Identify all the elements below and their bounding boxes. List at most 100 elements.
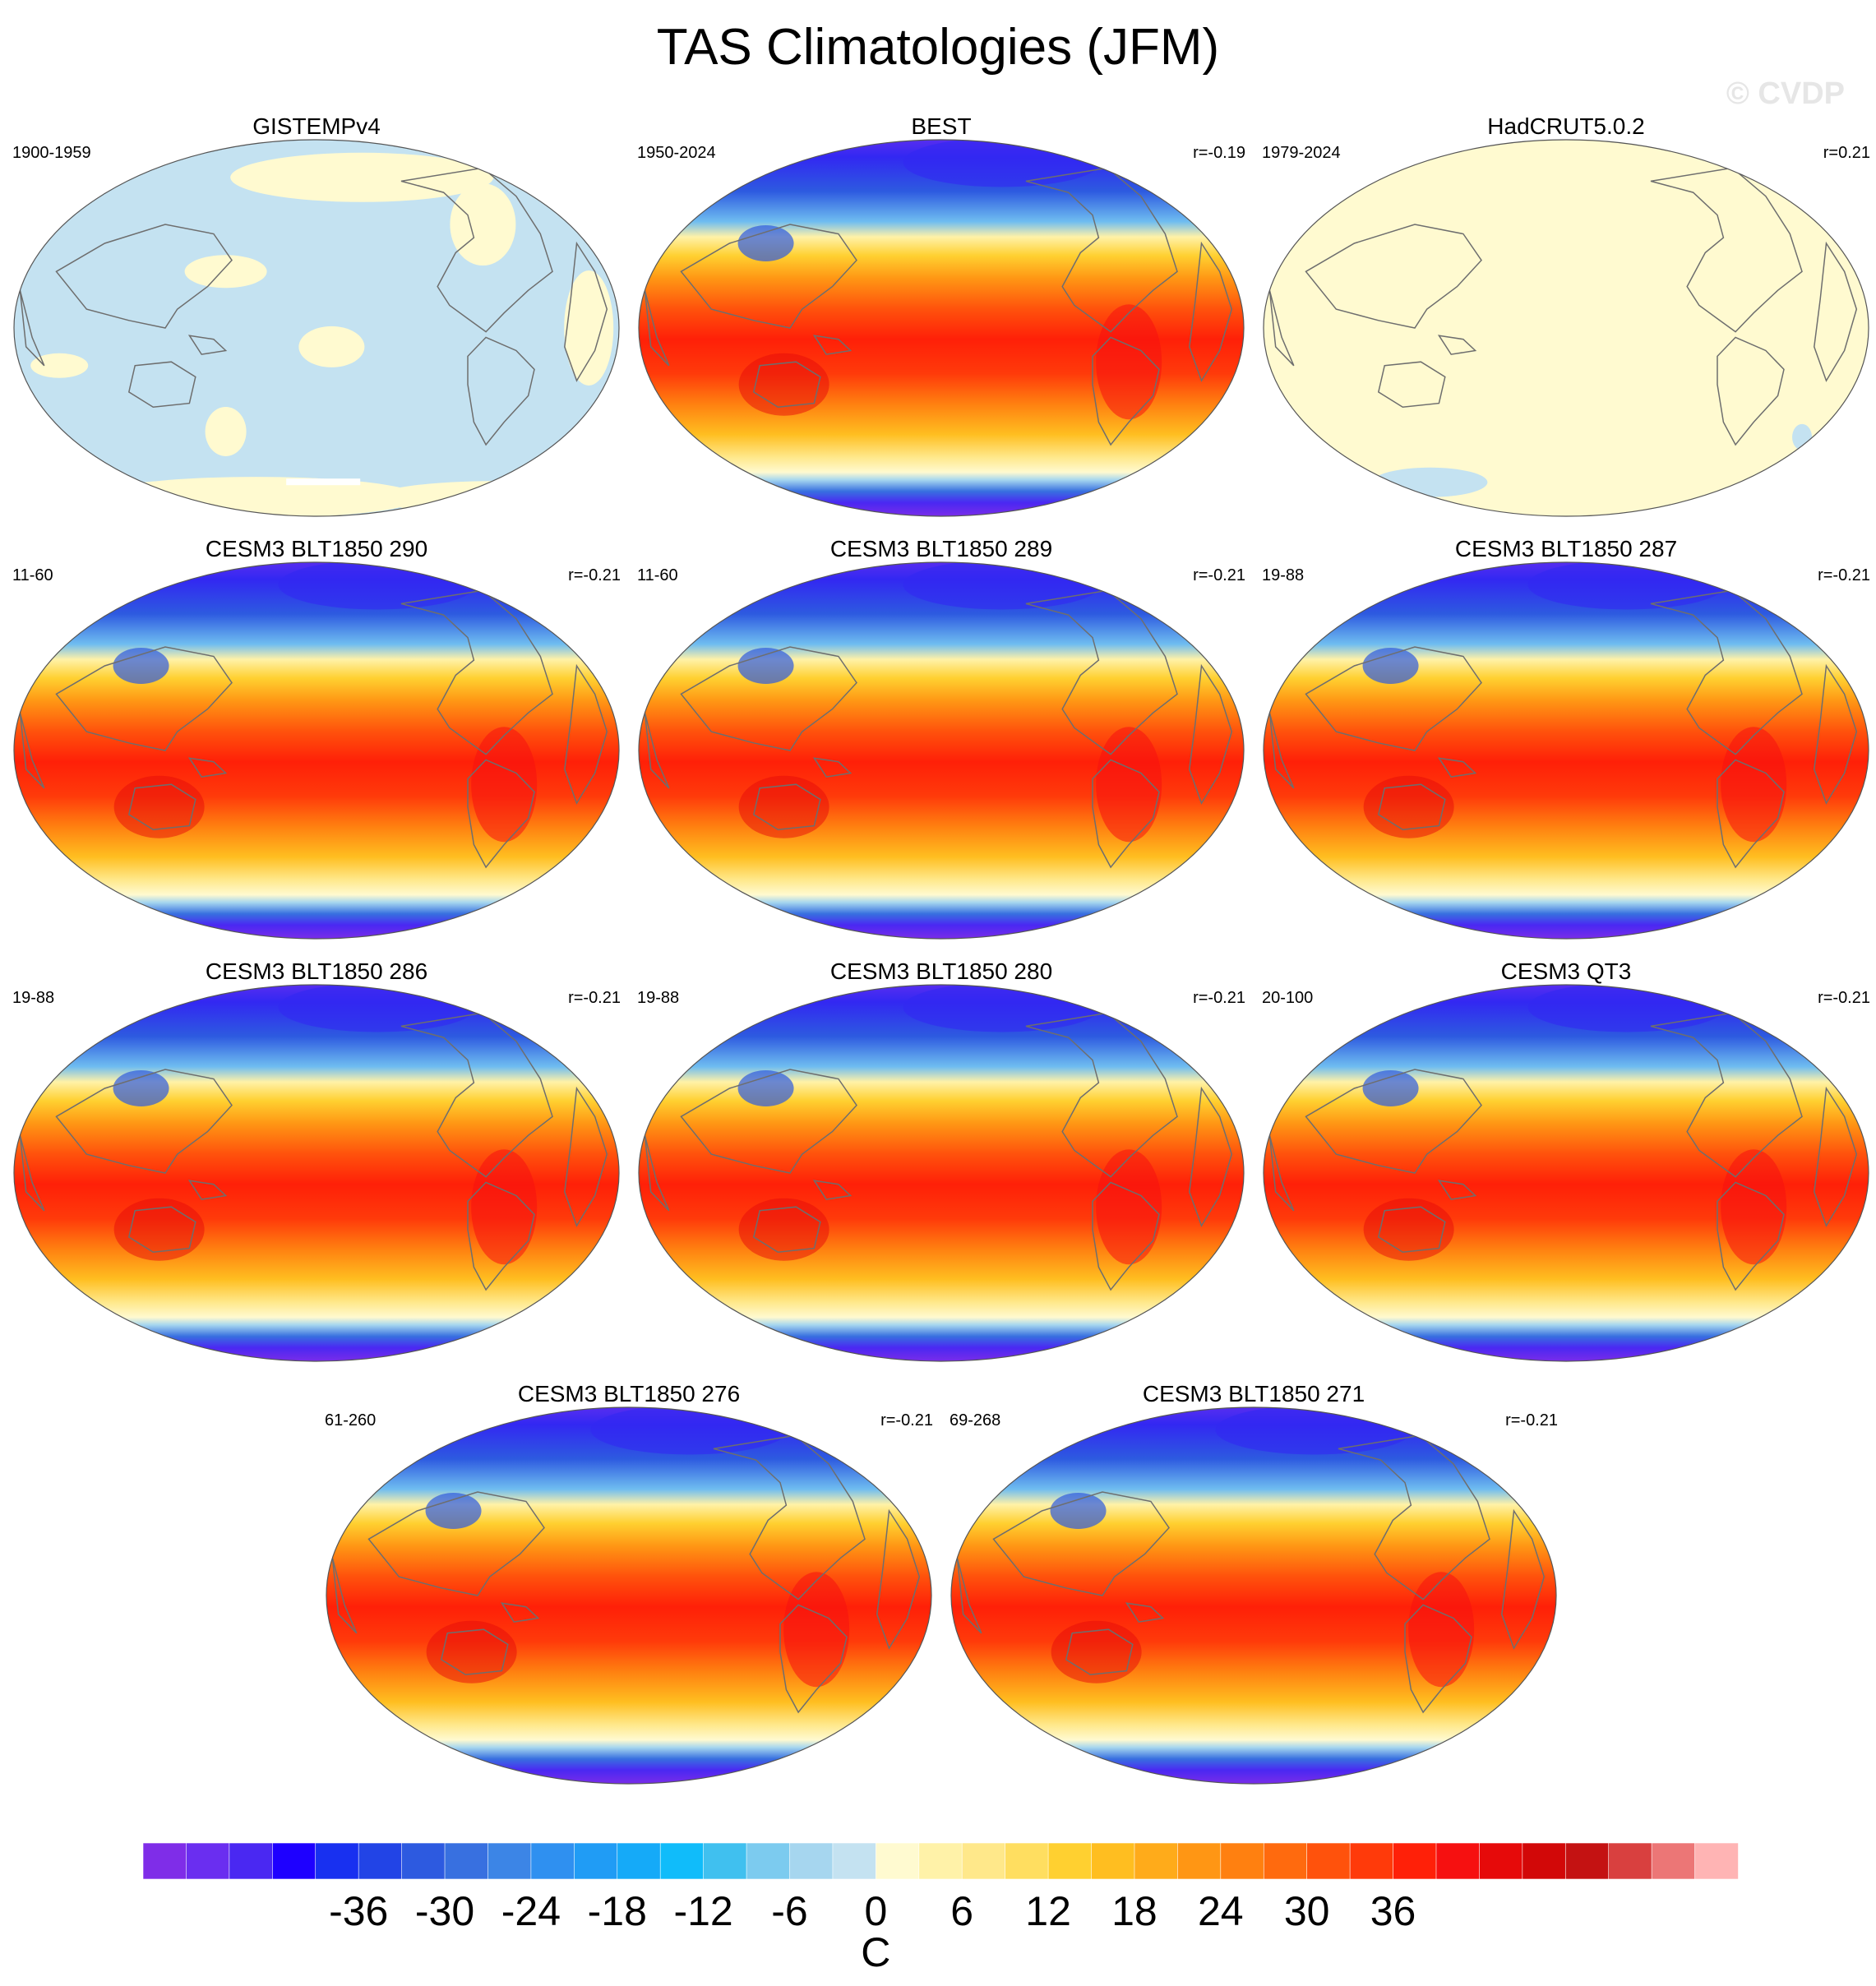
panel-correlation-label: r=-0.21	[1505, 1411, 1558, 1429]
colorbar-swatch	[530, 1842, 575, 1880]
colorbar-swatch	[789, 1842, 834, 1880]
cold-region	[1527, 562, 1726, 610]
colorbar-swatch	[961, 1842, 1006, 1880]
colorbar-swatch	[358, 1842, 403, 1880]
coastline	[1025, 589, 1178, 755]
cold-region	[590, 1407, 788, 1455]
map-panel: CESM3 BLT1850 276 61-260 r=-0.21	[325, 1381, 933, 1785]
warm-anomaly-region	[471, 1149, 538, 1265]
map-panel: CESM3 BLT1850 280 19-88 r=-0.21	[637, 958, 1245, 1363]
coastline	[187, 1180, 228, 1200]
cold-region	[737, 647, 794, 684]
coastline	[876, 1508, 921, 1650]
map-field	[14, 985, 619, 1361]
coastline	[440, 1628, 509, 1675]
colorbar-swatch	[142, 1842, 187, 1880]
panel-correlation-label: r=-0.21	[1193, 989, 1245, 1007]
coastline	[680, 224, 857, 329]
map-border	[326, 1406, 932, 1785]
coastline	[1305, 646, 1482, 751]
coastline	[1650, 1012, 1803, 1178]
map-svg	[1263, 561, 1869, 940]
coastline	[400, 589, 553, 755]
colorbar-swatch	[1177, 1842, 1222, 1880]
coastline	[1065, 1628, 1134, 1675]
map-field	[639, 985, 1244, 1361]
colorbar-tick-label: 6	[950, 1888, 973, 1934]
coastline	[19, 713, 45, 789]
panel-title: GISTEMPv4	[252, 113, 381, 139]
coastline	[1377, 783, 1446, 830]
panel-correlation-label: r=-0.21	[1818, 566, 1870, 584]
warm-anomaly-region	[783, 1572, 850, 1688]
warm-anomaly-region	[374, 481, 619, 515]
temperature-field	[14, 140, 619, 516]
map-field	[639, 140, 1244, 516]
colorbar-swatch	[876, 1842, 920, 1880]
coastline	[1437, 757, 1477, 778]
colorbar-swatch	[1651, 1842, 1696, 1880]
colorbar-tick-label: 18	[1111, 1888, 1157, 1934]
map-border	[1263, 561, 1869, 940]
colorbar-swatch	[617, 1842, 661, 1880]
map-svg	[1263, 139, 1869, 517]
colorbar-swatch	[1522, 1842, 1567, 1880]
coastline	[331, 1558, 358, 1634]
map-border	[13, 984, 620, 1362]
coastline	[1814, 1086, 1858, 1227]
map-border	[950, 1406, 1557, 1785]
coastline	[1025, 167, 1178, 333]
colorbar-tick-label: 36	[1370, 1888, 1416, 1934]
colorbar-swatch	[444, 1842, 489, 1880]
coastline	[812, 335, 853, 355]
coastline	[19, 290, 45, 367]
colorbar-swatch	[1005, 1842, 1049, 1880]
panel-title: CESM3 BLT1850 289	[829, 536, 1053, 561]
coastline	[1305, 1069, 1482, 1174]
colorbar-swatch	[918, 1842, 963, 1880]
warm-anomaly-region	[1721, 727, 1787, 843]
map-field	[326, 1407, 931, 1784]
cold-region	[425, 1492, 482, 1529]
map-border	[13, 561, 620, 940]
map-field	[14, 140, 619, 516]
colorbar-swatch	[1091, 1842, 1135, 1880]
colorbar-swatch	[1349, 1842, 1394, 1880]
coastline	[564, 1086, 608, 1227]
colorbar-swatch	[315, 1842, 359, 1880]
coastline	[55, 1069, 233, 1174]
map-panel: CESM3 BLT1850 287 19-88 r=-0.21	[1262, 536, 1870, 940]
warm-anomaly-region	[1096, 727, 1162, 843]
coastline	[644, 713, 670, 789]
colorbar-swatch	[574, 1842, 618, 1880]
colorbar-swatch	[1134, 1842, 1179, 1880]
coastline	[187, 335, 228, 355]
coastline	[1437, 1180, 1477, 1200]
map-border	[638, 139, 1245, 517]
coastline	[752, 783, 821, 830]
colorbar-swatch	[1608, 1842, 1652, 1880]
coastline	[1268, 713, 1295, 789]
coastline	[1650, 167, 1803, 333]
coastline	[1814, 663, 1858, 805]
panel-period-label: 1900-1959	[12, 144, 91, 162]
warm-anomaly-region	[230, 152, 494, 202]
coastline	[1437, 335, 1477, 355]
cold-region	[903, 140, 1101, 187]
coastline	[644, 290, 670, 367]
coastline	[127, 783, 196, 830]
coastline	[680, 646, 857, 751]
coastline	[1305, 224, 1482, 329]
panel-correlation-label: r=-0.21	[1818, 989, 1870, 1007]
panel-title: HadCRUT5.0.2	[1487, 113, 1645, 139]
coastline	[564, 663, 608, 805]
coastline	[127, 361, 196, 408]
map-panel: CESM3 BLT1850 286 19-88 r=-0.21	[12, 958, 621, 1363]
coastline	[500, 1602, 540, 1623]
coastline	[1717, 759, 1785, 869]
panel-period-label: 11-60	[12, 566, 53, 584]
map-field	[14, 562, 619, 939]
warm-anomaly-region	[471, 727, 538, 843]
colorbar-unit-label: C	[861, 1929, 890, 1975]
coastline	[956, 1558, 982, 1634]
